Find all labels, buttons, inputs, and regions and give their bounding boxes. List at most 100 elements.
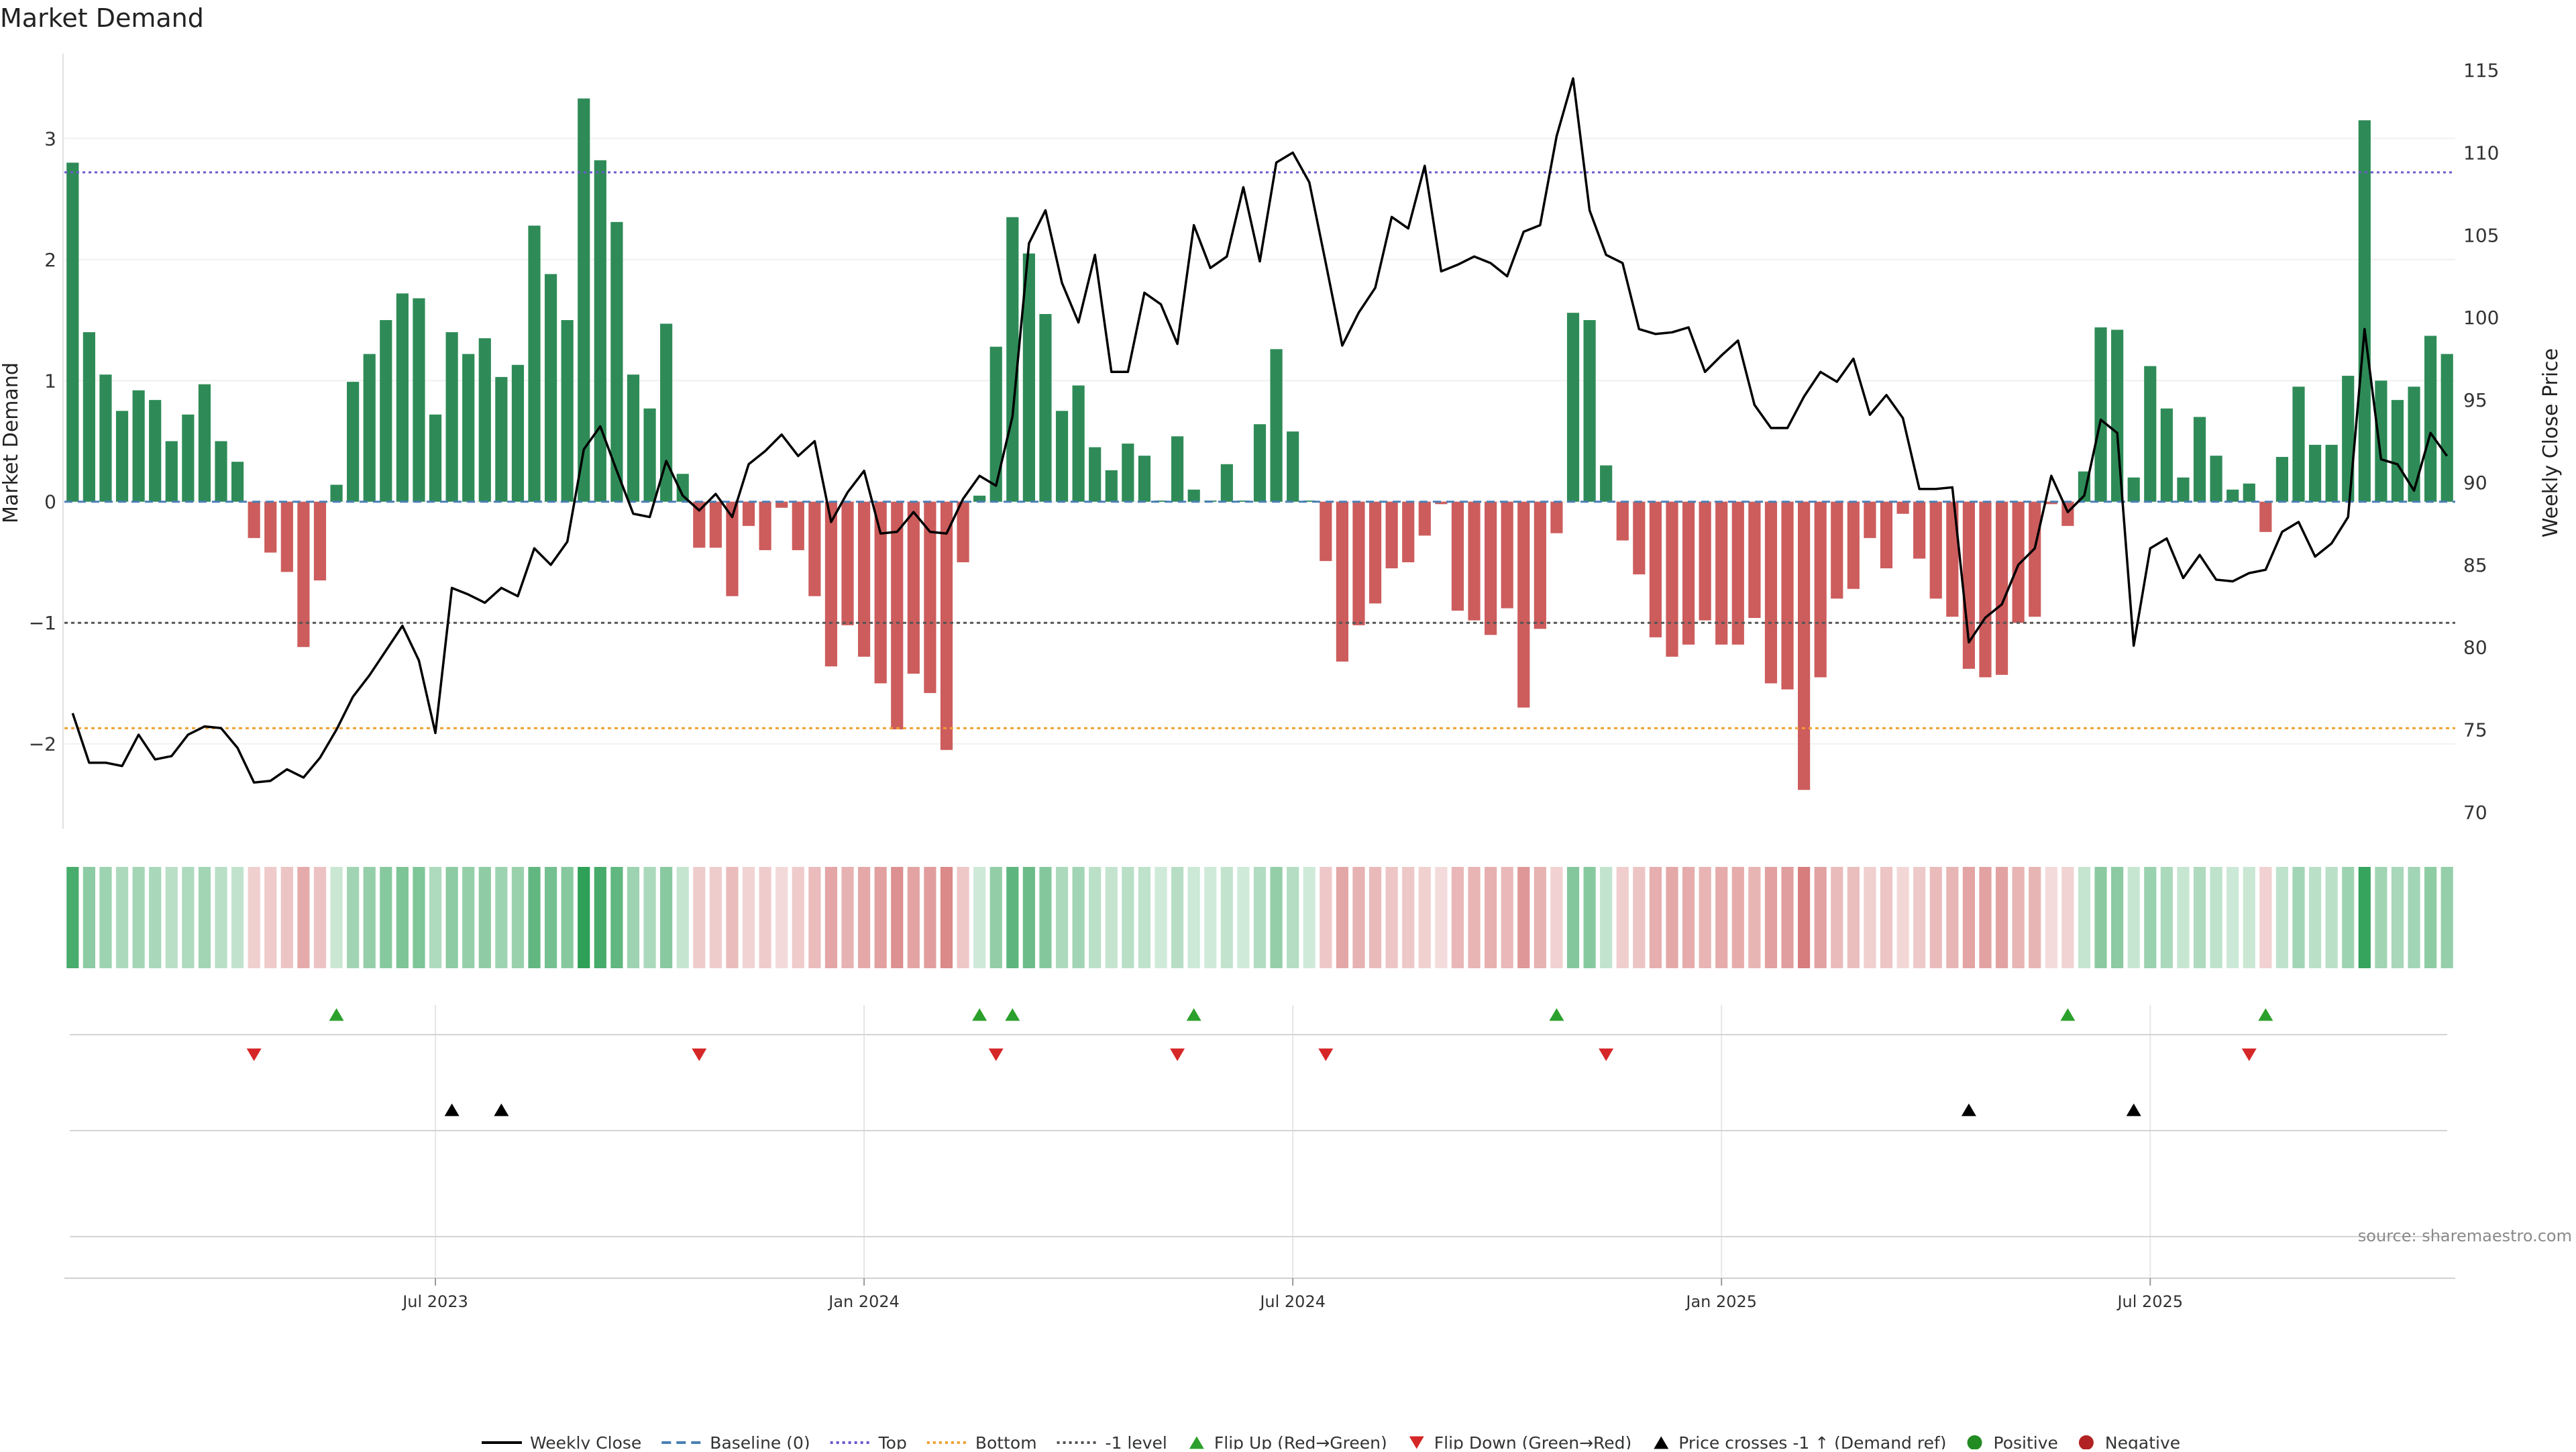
demand-bar	[2342, 376, 2355, 502]
flip-up-marker	[1549, 1008, 1564, 1021]
heat-cell	[775, 867, 788, 968]
demand-bar	[2243, 483, 2255, 502]
heat-cell	[1814, 867, 1827, 968]
demand-bar	[1089, 447, 1102, 502]
legend-item: -1 level	[1057, 1433, 1167, 1452]
demand-bar	[132, 390, 145, 502]
demand-bar	[1155, 500, 1167, 502]
price-cross-marker	[444, 1103, 460, 1117]
demand-bar	[1748, 501, 1761, 618]
heat-cell	[1468, 867, 1481, 968]
demand-bar	[1253, 424, 1267, 502]
demand-bar	[1583, 320, 1596, 502]
heat-cell	[989, 867, 1002, 968]
demand-bar	[2177, 477, 2190, 502]
demand-bar	[1864, 501, 1876, 538]
heat-cell	[2177, 867, 2190, 968]
legend-label: Weekly Close	[530, 1433, 641, 1449]
heat-cell	[1649, 867, 1662, 968]
heat-cell	[2259, 867, 2272, 968]
demand-bar	[2325, 444, 2338, 502]
demand-bar	[594, 160, 606, 502]
legend-item: Top	[830, 1433, 907, 1452]
demand-bar	[1022, 253, 1035, 502]
heat-cell	[1501, 867, 1513, 968]
heat-cell	[1946, 867, 1959, 968]
left-tick-label: 2	[44, 249, 56, 271]
demand-bar	[1402, 501, 1415, 562]
heat-cell	[264, 867, 277, 968]
legend-item: Bottom	[926, 1433, 1037, 1452]
demand-bar	[1699, 501, 1711, 621]
heat-cell	[1022, 867, 1035, 968]
heat-cell	[1517, 867, 1530, 968]
legend-item: Price crosses -1 ↑ (Demand ref)	[1654, 1433, 1947, 1452]
demand-bar	[528, 225, 541, 502]
flip-down-marker	[246, 1048, 262, 1061]
heat-cell	[940, 867, 953, 968]
flip-down-marker	[1599, 1048, 1614, 1061]
heat-cell	[973, 867, 986, 968]
heat-cell	[2127, 867, 2140, 968]
demand-bar	[1946, 501, 1959, 617]
left-tick-label: 0	[44, 491, 56, 513]
left-tick-label: −1	[29, 612, 56, 634]
heat-cell	[2111, 867, 2124, 968]
price-line-group	[71, 77, 2449, 784]
heat-cell	[2375, 867, 2387, 968]
heat-cell	[1039, 867, 1052, 968]
demand-bar	[1468, 501, 1481, 621]
heat-cell	[1731, 867, 1744, 968]
heat-cell	[297, 867, 310, 968]
heat-cell	[1451, 867, 1464, 968]
heat-cell	[1220, 867, 1233, 968]
heat-cell	[1171, 867, 1184, 968]
demand-bar	[231, 462, 244, 502]
demand-bar	[775, 501, 788, 508]
demand-bar	[2045, 501, 2057, 505]
heat-cell	[215, 867, 227, 968]
heat-cell	[396, 867, 409, 968]
demand-bar	[2029, 501, 2041, 617]
demand-bar	[2424, 335, 2437, 502]
heat-cell	[907, 867, 920, 968]
heat-cell	[2292, 867, 2305, 968]
x-axis: Jul 2023 Jan 2024 Jul 2024 Jan 2025 Jul 2025	[64, 1278, 2455, 1311]
demand-bar	[280, 501, 293, 572]
flip-down-marker	[2241, 1048, 2257, 1061]
heat-cell	[1006, 867, 1019, 968]
demand-bar	[1550, 501, 1563, 533]
heat-cell	[1831, 867, 1843, 968]
x-tick-label: Jan 2025	[1684, 1292, 1757, 1311]
heat-cell	[132, 867, 145, 968]
legend-swatch	[1967, 1435, 1982, 1450]
heat-cell	[280, 867, 293, 968]
demand-bar	[429, 414, 442, 502]
heat-cell	[1682, 867, 1695, 968]
heat-cell	[347, 867, 360, 968]
demand-bar	[1435, 501, 1448, 505]
demand-bar	[1847, 501, 1860, 589]
left-tick-label: 3	[44, 127, 56, 150]
heat-cell	[2325, 867, 2338, 968]
reference-lines	[64, 171, 2455, 729]
demand-bar	[1929, 501, 1942, 599]
demand-bar	[726, 501, 739, 597]
demand-bar	[874, 501, 887, 684]
heat-cell	[1055, 867, 1069, 968]
demand-bar	[1517, 501, 1530, 708]
demand-bar	[1616, 501, 1629, 541]
demand-bar	[1781, 501, 1794, 690]
legend-item: Baseline (0)	[661, 1433, 810, 1452]
demand-bar	[1501, 501, 1513, 609]
demand-bar	[2408, 386, 2420, 502]
demand-bar	[149, 400, 162, 502]
heat-cell	[1699, 867, 1711, 968]
demand-bar	[1566, 313, 1580, 502]
heat-cell	[1187, 867, 1200, 968]
demand-bar	[660, 323, 673, 502]
heat-cell	[1072, 867, 1085, 968]
demand-bar	[1336, 501, 1348, 662]
